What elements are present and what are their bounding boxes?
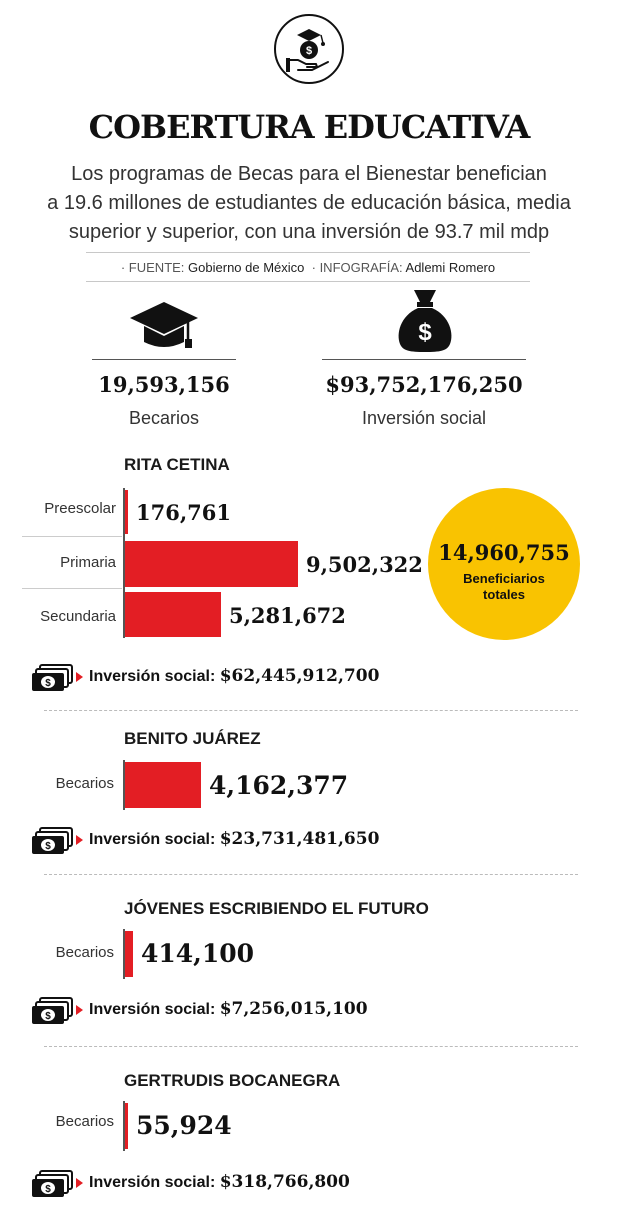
red-triangle-icon xyxy=(76,672,83,682)
investment-value: $62,445,912,700 xyxy=(219,666,380,686)
graduation-cap-icon xyxy=(128,298,200,357)
source-value: Gobierno de México xyxy=(188,260,305,275)
infographic-label: · INFOGRAFÍA: xyxy=(311,260,403,275)
becarios-label: Becarios xyxy=(128,408,200,428)
red-triangle-icon xyxy=(76,1178,83,1188)
divider xyxy=(322,359,526,360)
subtitle-line: superior y superior, con una inversión d… xyxy=(68,221,550,243)
category-label-secundaria: Secundaria xyxy=(40,608,116,625)
banknotes-icon: $ xyxy=(30,827,74,860)
hand-coin-graduation-icon: $ xyxy=(274,14,344,84)
section-title-jovenes: JÓVENES ESCRIBIENDO EL FUTURO xyxy=(124,899,429,918)
infographic-value: Adlemi Romero xyxy=(405,260,496,275)
section-title-benito-juarez: BENITO JUÁREZ xyxy=(124,729,261,748)
value-label-secundaria: 5,281,672 xyxy=(229,603,346,628)
investment-label: Inversión social: xyxy=(89,1174,216,1191)
investment-value: $23,731,481,650 xyxy=(219,829,380,849)
value-label-benito: 4,162,377 xyxy=(209,771,349,800)
bar-becarios-benito xyxy=(125,762,201,808)
svg-text:$: $ xyxy=(45,841,51,852)
value-label-gertrudis: 55,924 xyxy=(136,1111,232,1140)
banknotes-icon: $ xyxy=(30,1170,74,1203)
section-title-rita-cetina: RITA CETINA xyxy=(124,455,230,474)
category-label-preescolar: Preescolar xyxy=(44,500,116,517)
investment-benito: Inversión social: $23,731,481,650 xyxy=(89,829,379,849)
chart-axis xyxy=(123,488,125,638)
divider xyxy=(92,359,236,360)
category-label-primaria: Primaria xyxy=(60,554,116,571)
section-title-gertrudis: GERTRUDIS BOCANEGRA xyxy=(124,1071,341,1090)
money-bag-icon: $ xyxy=(394,286,456,359)
value-label-preescolar: 176,761 xyxy=(136,500,231,525)
bar-becarios-gertrudis xyxy=(125,1103,128,1149)
svg-text:$: $ xyxy=(45,1184,51,1195)
red-triangle-icon xyxy=(76,835,83,845)
section-divider xyxy=(44,710,578,711)
subtitle-line: Los programas de Becas para el Bienestar… xyxy=(71,163,547,185)
svg-text:$: $ xyxy=(45,678,51,689)
bar-primaria xyxy=(125,541,298,587)
svg-text:$: $ xyxy=(418,319,432,346)
investment-rita: Inversión social: $62,445,912,700 xyxy=(89,666,379,686)
value-label-jovenes: 414,100 xyxy=(141,939,255,968)
inversion-label: Inversión social xyxy=(361,408,487,428)
section-divider xyxy=(44,874,578,875)
svg-text:$: $ xyxy=(45,1011,51,1022)
value-label-primaria: 9,502,322 xyxy=(306,552,423,577)
banknotes-icon: $ xyxy=(30,997,74,1030)
category-divider xyxy=(22,588,122,589)
subtitle-line: a 19.6 millones de estudiantes de educac… xyxy=(47,192,571,214)
total-label-line: totales xyxy=(483,587,525,602)
investment-label: Inversión social: xyxy=(89,668,216,685)
investment-value: $318,766,800 xyxy=(219,1172,350,1192)
total-bubble xyxy=(428,488,580,640)
red-triangle-icon xyxy=(76,1005,83,1015)
total-beneficiarios-label: Beneficiarios totales xyxy=(428,571,580,603)
category-label-becarios: Becarios xyxy=(55,775,114,792)
bar-preescolar xyxy=(125,490,128,534)
becarios-total: 19,593,156 xyxy=(98,372,230,397)
total-beneficiarios-value: 14,960,755 xyxy=(438,540,570,565)
subtitle: Los programas de Becas para el Bienestar… xyxy=(0,160,618,247)
svg-text:$: $ xyxy=(306,45,312,57)
bar-becarios-jovenes xyxy=(125,931,133,977)
investment-value: $7,256,015,100 xyxy=(219,999,368,1019)
total-label-line: Beneficiarios xyxy=(463,571,545,586)
section-divider xyxy=(44,1046,578,1047)
investment-label: Inversión social: xyxy=(89,831,216,848)
inversion-total: $93,752,176,250 xyxy=(325,372,523,397)
chart-axis xyxy=(123,760,125,810)
source-label: · FUENTE: xyxy=(120,260,185,275)
investment-gertrudis: Inversión social: $318,766,800 xyxy=(89,1172,350,1192)
category-label-becarios: Becarios xyxy=(55,1113,114,1130)
page-title: COBERTURA EDUCATIVA xyxy=(88,108,531,146)
category-divider xyxy=(22,536,122,537)
investment-label: Inversión social: xyxy=(89,1001,216,1018)
chart-axis xyxy=(123,929,125,979)
bar-secundaria xyxy=(125,592,221,637)
category-label-becarios: Becarios xyxy=(55,944,114,961)
source-credit: · FUENTE: Gobierno de México · INFOGRAFÍ… xyxy=(86,252,530,282)
chart-axis xyxy=(123,1101,125,1151)
banknotes-icon: $ xyxy=(30,664,74,697)
investment-jovenes: Inversión social: $7,256,015,100 xyxy=(89,999,368,1019)
